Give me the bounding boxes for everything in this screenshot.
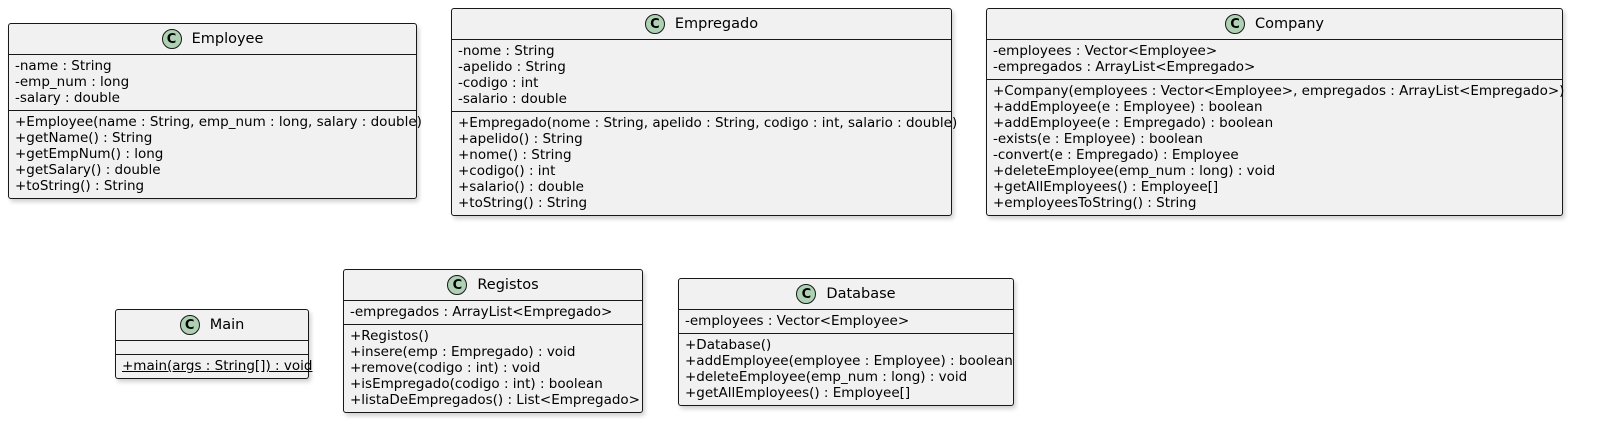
- fields-section: -name : String -emp_num : long -salary : d…: [9, 55, 416, 111]
- method: +addEmployee(e : Employee) : boolean: [993, 99, 1263, 115]
- method: +toString() : String: [458, 195, 588, 211]
- methods-section: +Company(employees : Vector<Employee>, e…: [987, 80, 1565, 215]
- method: +isEmpregado(codigo : int) : boolean: [350, 376, 603, 392]
- method: +Empregado(nome : String, apelido : Stri…: [458, 115, 958, 131]
- methods-section: +Empregado(nome : String, apelido : Stri…: [452, 112, 958, 215]
- method: +getEmpNum() : long: [15, 146, 164, 162]
- field: -salary : double: [15, 90, 120, 106]
- class-stereotype-icon: C: [447, 275, 468, 295]
- field: -employees : Vector<Employee>: [993, 43, 1218, 59]
- field: -nome : String: [458, 43, 555, 59]
- method: +remove(codigo : int) : void: [350, 360, 541, 376]
- field: -apelido : String: [458, 59, 566, 75]
- method: -exists(e : Employee) : boolean: [993, 131, 1203, 147]
- class-name: Main: [209, 317, 245, 333]
- class-header: C Main: [116, 310, 308, 341]
- method: +Database(): [685, 337, 772, 353]
- class-main: C Main +main(args : String[]) : void: [115, 309, 313, 379]
- method: +employeesToString() : String: [993, 195, 1197, 211]
- class-company: C Company -employees : Vector<Employee> -em…: [986, 8, 1565, 216]
- method: +salario() : double: [458, 179, 584, 195]
- fields-section: [116, 341, 308, 355]
- method: +insere(emp : Empregado) : void: [350, 344, 576, 360]
- methods-section: +main(args : String[]) : void: [116, 355, 313, 378]
- class-name: Registos: [477, 277, 539, 293]
- methods-section: +Registos() +insere(emp : Empregado) : vo…: [344, 325, 642, 412]
- method: +deleteEmployee(emp_num : long) : void: [993, 163, 1276, 179]
- fields-section: -empregados : ArrayList<Empregado>: [344, 301, 642, 325]
- class-empregado: C Empregado -nome : String -apelido : Strin…: [451, 8, 958, 216]
- method: +toString() : String: [15, 178, 145, 194]
- method: +Company(employees : Vector<Employee>, e…: [993, 83, 1565, 99]
- fields-section: -nome : String -apelido : String -codigo :…: [452, 40, 951, 112]
- class-database: C Database -employees : Vector<Employee> +D…: [678, 278, 1014, 406]
- class-stereotype-icon: C: [1225, 14, 1245, 34]
- class-header: C Employee: [9, 24, 416, 55]
- methods-section: +Database() +addEmployee(employee : Emplo…: [679, 334, 1013, 405]
- methods-section: +Employee(name : String, emp_num : long,…: [9, 111, 422, 198]
- method: -convert(e : Empregado) : Employee: [993, 147, 1239, 163]
- method: +Employee(name : String, emp_num : long,…: [15, 114, 422, 130]
- method: +getSalary() : double: [15, 162, 161, 178]
- class-stereotype-icon: C: [161, 29, 182, 49]
- field: -salario : double: [458, 91, 567, 107]
- class-header: C Company: [987, 9, 1562, 40]
- method: +listaDeEmpregados() : List<Empregado>: [350, 392, 640, 408]
- field: -employees : Vector<Employee>: [685, 313, 910, 329]
- method: +deleteEmployee(emp_num : long) : void: [685, 369, 968, 385]
- method: +addEmployee(employee : Employee) : bool…: [685, 353, 1013, 369]
- class-name: Database: [826, 286, 896, 302]
- method: +nome() : String: [458, 147, 572, 163]
- class-stereotype-icon: C: [796, 284, 817, 304]
- method: +getAllEmployees() : Employee[]: [993, 179, 1219, 195]
- field: -empregados : ArrayList<Empregado>: [350, 304, 613, 320]
- class-header: C Database: [679, 279, 1013, 310]
- class-stereotype-icon: C: [644, 14, 665, 34]
- field: -codigo : int: [458, 75, 539, 91]
- method: +apelido() : String: [458, 131, 583, 147]
- method: +getName() : String: [15, 130, 153, 146]
- fields-section: -employees : Vector<Employee> -empregados…: [987, 40, 1562, 80]
- field: -empregados : ArrayList<Empregado>: [993, 59, 1256, 75]
- method: +Registos(): [350, 328, 429, 344]
- class-employee: C Employee -name : String -emp_num : long -s…: [8, 23, 422, 199]
- method: +getAllEmployees() : Employee[]: [685, 385, 911, 401]
- class-registos: C Registos -empregados : ArrayList<Emprega…: [343, 269, 643, 413]
- field: -name : String: [15, 58, 112, 74]
- fields-section: -employees : Vector<Employee>: [679, 310, 1013, 334]
- method: +addEmployee(e : Empregado) : boolean: [993, 115, 1274, 131]
- class-header: C Empregado: [452, 9, 951, 40]
- class-name: Company: [1255, 16, 1324, 32]
- method: +main(args : String[]) : void: [122, 358, 313, 374]
- class-name: Empregado: [674, 16, 759, 32]
- method: +codigo() : int: [458, 163, 556, 179]
- class-name: Employee: [191, 31, 264, 47]
- field: -emp_num : long: [15, 74, 130, 90]
- class-stereotype-icon: C: [179, 315, 200, 335]
- class-header: C Registos: [344, 270, 642, 301]
